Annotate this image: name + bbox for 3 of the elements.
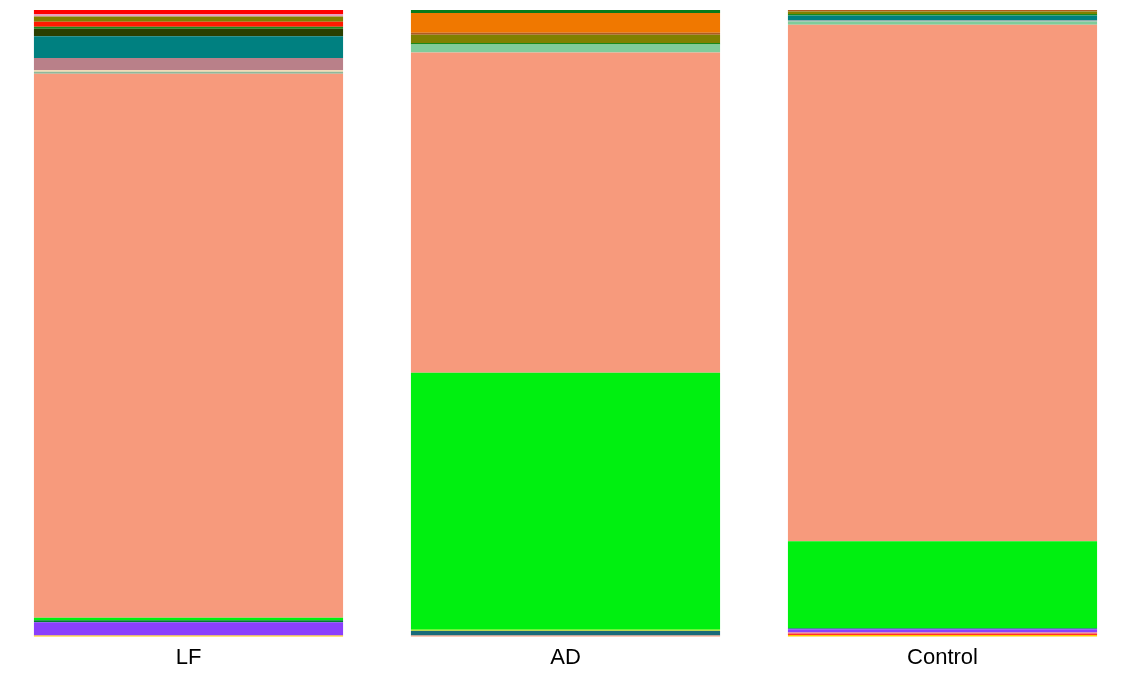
x-tick-label: LF — [175, 643, 202, 669]
x-tick-label: AD — [550, 643, 581, 669]
x-tick-label: Control — [907, 643, 978, 669]
